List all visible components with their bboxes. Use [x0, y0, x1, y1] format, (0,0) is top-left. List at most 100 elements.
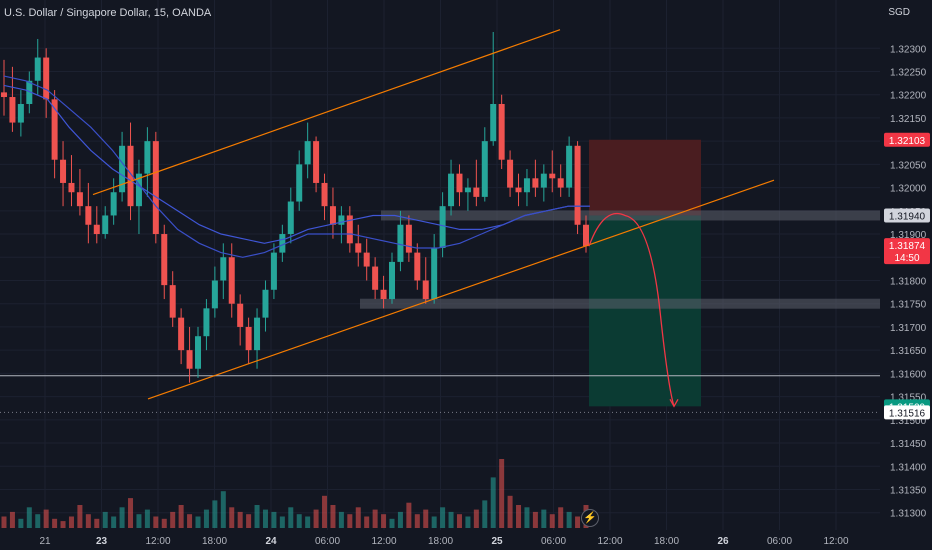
volume-bar — [136, 514, 142, 528]
candle-body — [262, 289, 269, 318]
volume-bar — [195, 516, 201, 528]
candle-body — [329, 206, 336, 225]
volume-bar — [364, 516, 370, 528]
volume-bar — [440, 507, 446, 528]
volume-bar — [9, 511, 15, 528]
time-tick-label: 25 — [491, 536, 503, 547]
ascending-channel[interactable] — [92, 29, 775, 400]
volume-bar — [558, 507, 564, 528]
candle-body — [51, 99, 58, 160]
volume-bar — [456, 514, 462, 528]
candle-body — [93, 224, 100, 235]
candle-body — [372, 266, 379, 290]
volume-bar — [68, 516, 74, 528]
volume-bar — [77, 505, 83, 528]
volume-bar — [262, 509, 268, 528]
price-tick-label: 1.31400 — [890, 462, 927, 473]
countdown-label: 14:50 — [894, 253, 919, 264]
volume-bar — [397, 511, 403, 528]
candle-body — [549, 173, 556, 179]
volume-bar — [473, 509, 479, 528]
candle-body — [540, 173, 547, 188]
volume-bar — [229, 507, 235, 528]
price-tick-label: 1.31300 — [890, 509, 927, 520]
volume-bar — [237, 511, 243, 528]
volume-bar — [170, 511, 176, 528]
price-axis[interactable]: 1.323001.322501.322001.321501.321001.320… — [890, 44, 927, 519]
candle-body — [169, 285, 176, 318]
volume-bar — [85, 514, 91, 528]
price-tick-label: 1.32200 — [890, 91, 927, 102]
candle-body — [34, 57, 41, 81]
volume-bar — [60, 521, 66, 528]
volume-bar — [203, 509, 209, 528]
candle-body — [523, 178, 530, 193]
candle-body — [135, 173, 142, 207]
candle-body — [473, 187, 480, 197]
candle-body — [304, 141, 311, 165]
horizontal-zones[interactable] — [0, 210, 880, 413]
candle-body — [313, 141, 320, 183]
volume-bar — [389, 518, 395, 528]
candle-body — [60, 159, 67, 183]
moving-average-line — [3, 75, 590, 258]
resistance-zone — [381, 210, 880, 221]
volume-bar — [549, 514, 555, 528]
risk-reward-position[interactable] — [589, 139, 701, 407]
volume-bar — [161, 518, 167, 528]
volume-bar — [448, 511, 454, 528]
channel-upper-line — [92, 29, 561, 196]
volume-bar — [43, 509, 49, 528]
arrow-head-icon — [669, 399, 679, 408]
candle-body — [17, 103, 24, 123]
candle-body — [43, 57, 50, 100]
volume-bar — [94, 518, 100, 528]
candle-body — [127, 145, 134, 207]
lightning-icon[interactable]: ⚡ — [581, 509, 599, 527]
candle-body — [195, 336, 201, 369]
candle-body — [405, 224, 412, 253]
time-tick-label: 12:00 — [371, 536, 396, 547]
time-tick-label: 06:00 — [767, 536, 792, 547]
volume-bar — [296, 514, 302, 528]
volume-bar — [490, 477, 496, 528]
candle-body — [456, 173, 463, 193]
price-label-tag — [884, 132, 930, 147]
candle-body — [363, 252, 370, 267]
volume-bar — [288, 507, 294, 528]
candle-body — [9, 97, 16, 123]
time-axis[interactable]: 21 23 12:00 18:00 24 06:00 12:00 18:00 25 06:00 12… — [39, 536, 849, 547]
moving-average-line — [3, 84, 590, 244]
candle-body — [566, 145, 573, 188]
candle-body — [414, 252, 421, 281]
candle-body — [110, 192, 117, 216]
volume-bar — [330, 505, 336, 528]
price-tick-label: 1.31750 — [890, 300, 927, 311]
time-tick-label: 12:00 — [597, 536, 622, 547]
time-tick-label: 26 — [717, 536, 729, 547]
volume-bar — [372, 509, 378, 528]
volume-bar — [187, 514, 193, 528]
volume-bar — [516, 505, 522, 528]
price-tick-label: 1.31350 — [890, 485, 927, 496]
candle-body — [431, 247, 438, 300]
volume-bar — [102, 511, 108, 528]
volume-bar — [144, 509, 150, 528]
candle-body — [211, 280, 218, 309]
stop-loss-box — [589, 139, 701, 216]
volume-bars — [1, 459, 589, 528]
channel-lower-line — [147, 179, 775, 400]
price-tick-label: 1.31450 — [890, 439, 927, 450]
time-tick-label: 06:00 — [315, 536, 340, 547]
candle-body — [237, 303, 244, 327]
projection-arrow[interactable] — [588, 212, 679, 408]
price-tick-label: 1.32250 — [890, 67, 927, 78]
volume-bar — [1, 516, 7, 528]
candle-body — [338, 215, 345, 225]
time-tick-label: 23 — [96, 536, 108, 547]
volume-bar — [507, 495, 513, 528]
price-label-text: 1.31940 — [889, 211, 926, 222]
symbol-title[interactable]: U.S. Dollar / Singapore Dollar, 15, OAND… — [4, 7, 212, 19]
price-tick-label: 1.31900 — [890, 230, 927, 241]
